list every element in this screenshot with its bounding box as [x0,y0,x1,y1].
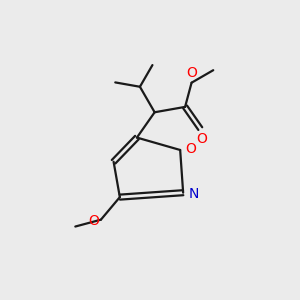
Text: O: O [185,142,196,155]
Text: O: O [196,131,207,146]
Text: N: N [188,187,199,201]
Text: O: O [186,66,197,80]
Text: O: O [88,214,99,228]
